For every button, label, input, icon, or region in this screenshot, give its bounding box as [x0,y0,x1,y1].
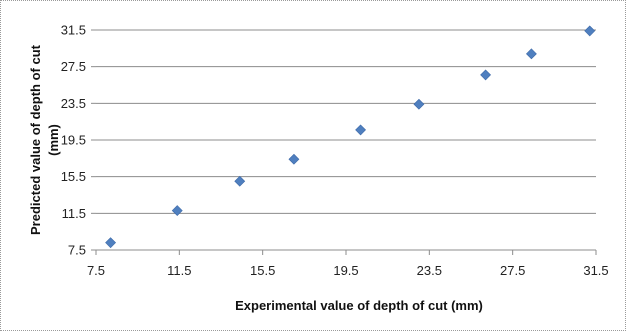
y-tick-label: 15.5 [61,169,86,184]
data-point [584,25,596,37]
y-tick-label: 27.5 [61,59,86,74]
data-point [413,98,425,110]
data-point [234,175,246,187]
x-tick-label: 15.5 [250,263,275,278]
y-tick-label: 19.5 [61,133,86,148]
y-axis-title-line-1: Predicted value of depth of cut [28,44,43,235]
x-tick-label: 19.5 [333,263,358,278]
y-tick-labels: 7.5 11.5 15.5 19.5 23.5 27.5 31.5 [61,23,86,258]
x-tick-label: 31.5 [583,263,608,278]
y-tick-label: 11.5 [62,206,86,221]
data-point [288,153,300,165]
data-point [105,237,117,249]
data-point [171,205,183,217]
y-tick-label: 23.5 [61,96,86,111]
x-tick-label: 27.5 [500,263,525,278]
y-tick-label: 31.5 [61,23,86,38]
data-points [105,25,596,249]
x-tick-label: 7.5 [87,263,105,278]
x-tick-label: 11.5 [167,263,191,278]
y-axis-title-line-2: (mm) [46,124,61,156]
data-point [480,69,492,81]
data-point [525,48,537,60]
x-axis-title: Experimental value of depth of cut (mm) [235,298,483,313]
data-point [355,124,367,136]
x-tick-label: 23.5 [417,263,442,278]
gridlines [91,29,596,251]
x-tick-labels: 7.5 11.5 15.5 19.5 23.5 27.5 31.5 [87,250,609,278]
y-tick-label: 7.5 [68,243,86,258]
